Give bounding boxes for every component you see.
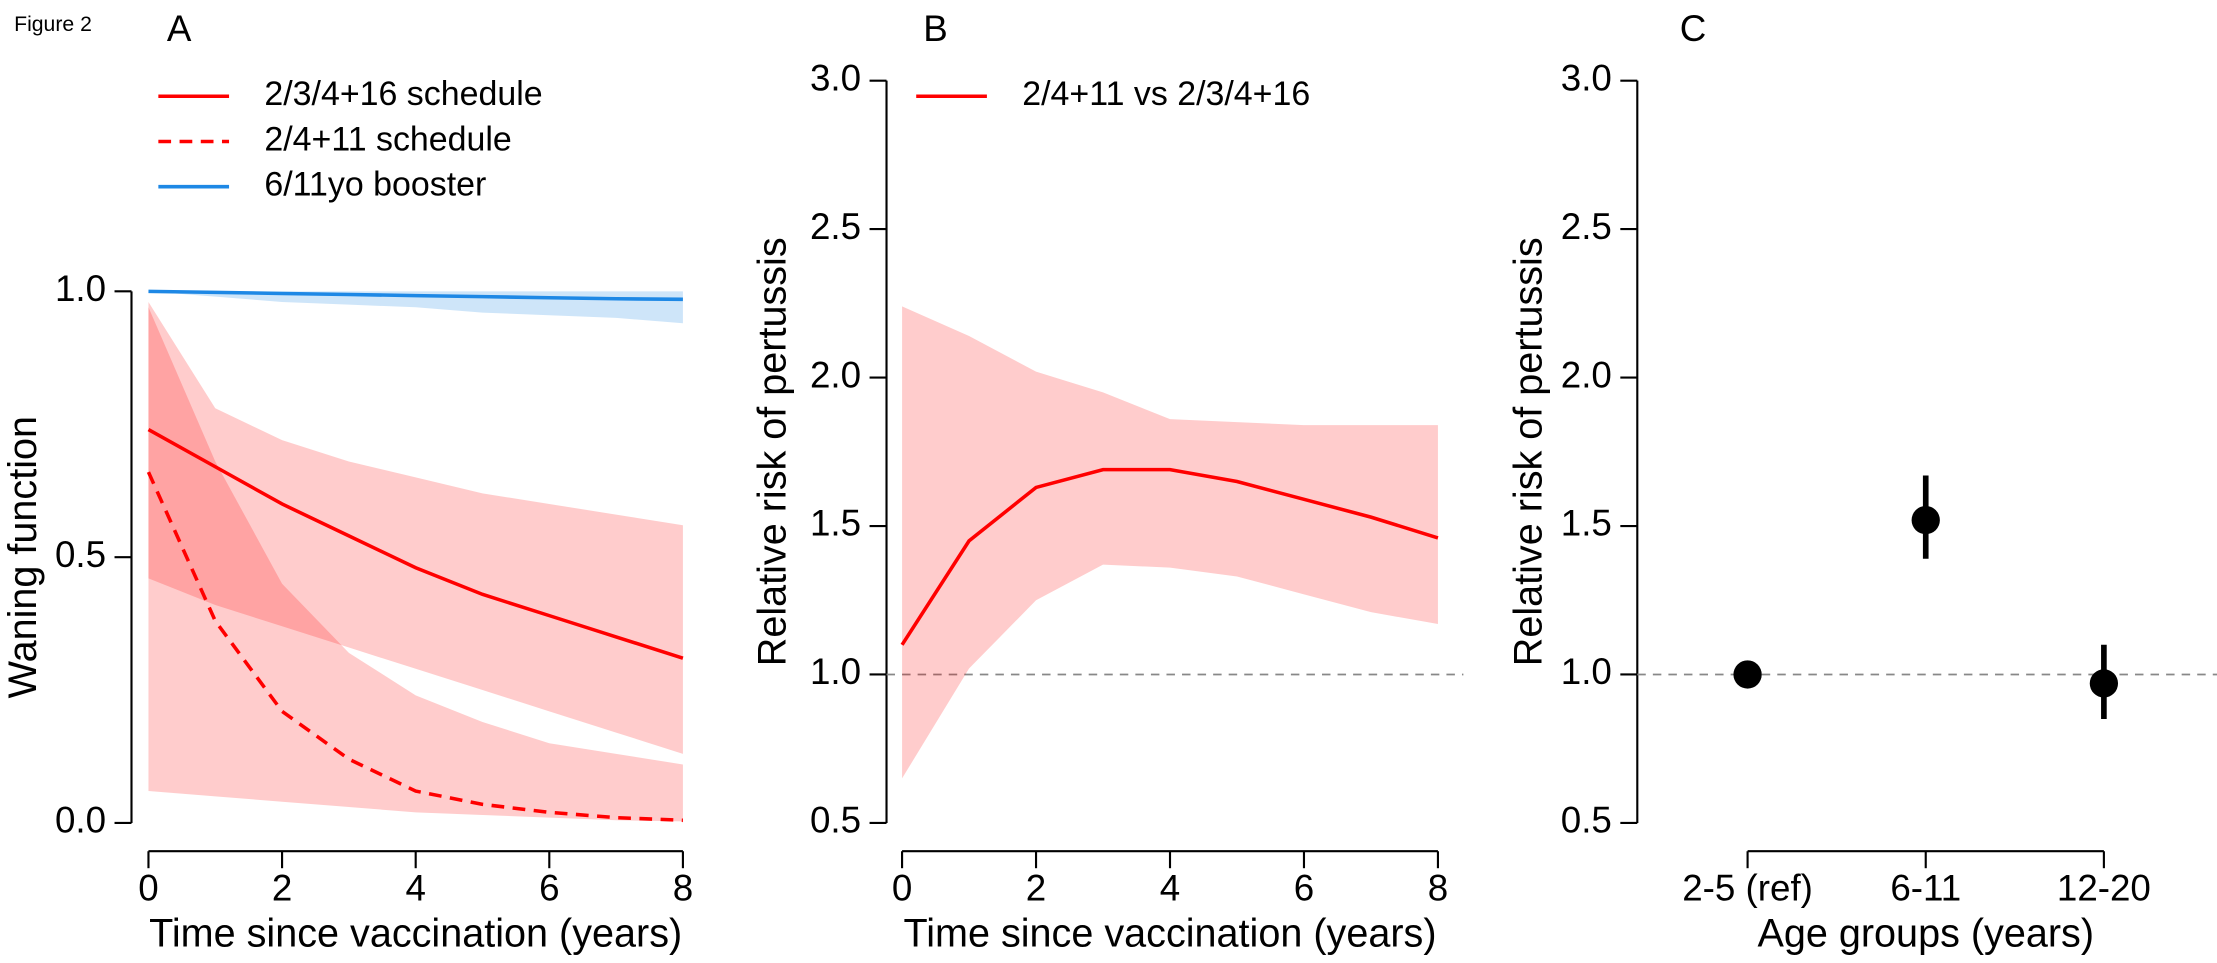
confidence-band	[148, 307, 683, 822]
x-tick-label: 8	[673, 868, 693, 909]
y-tick-label: 1.0	[810, 651, 861, 692]
x-tick-label: 0	[138, 868, 158, 909]
y-tick-label: 1.5	[810, 503, 861, 544]
x-tick-label: 12-20	[2057, 868, 2151, 909]
y-tick-label: 2.5	[810, 206, 861, 247]
y-axis-label: Relative risk of pertussis	[750, 237, 794, 666]
x-axis-label: Time since vaccination (years)	[903, 912, 1436, 956]
point	[1911, 505, 1940, 535]
y-tick-label: 0.5	[1561, 800, 1612, 841]
legend-label: 6/11yo booster	[264, 166, 486, 204]
y-tick-label: 3.0	[810, 57, 861, 98]
confidence-band	[902, 306, 1438, 779]
line	[148, 289, 683, 302]
y-tick-label: 3.0	[1561, 57, 1612, 98]
point	[1733, 660, 1762, 689]
x-tick-label: 2-5 (ref)	[1682, 868, 1813, 909]
y-axis-label: Waning function	[1, 416, 45, 698]
y-axis-label: Relative risk of pertussis	[1507, 237, 1551, 666]
y-tick-label: 1.0	[55, 268, 106, 309]
panel-letter: B	[923, 8, 948, 49]
y-tick-label: 2.0	[810, 354, 861, 395]
figure-label: Figure 2	[14, 13, 92, 36]
y-tick-label: 2.5	[1561, 206, 1612, 247]
x-tick-label: 4	[405, 868, 425, 909]
legend-label: 2/3/4+16 schedule	[264, 75, 542, 113]
legend-label: 2/4+11 schedule	[264, 120, 511, 158]
x-axis-label: Time since vaccination (years)	[149, 912, 682, 956]
x-tick-label: 4	[1160, 868, 1180, 909]
x-tick-label: 2	[1026, 868, 1046, 909]
panel-letter: A	[167, 8, 192, 49]
point	[2089, 669, 2119, 698]
x-tick-label: 6-11	[1890, 868, 1961, 909]
legend-label: 2/4+11 vs 2/3/4+16	[1022, 75, 1310, 113]
y-tick-label: 0.5	[810, 800, 861, 841]
confidence-band	[148, 301, 683, 754]
y-tick-label: 1.0	[1561, 651, 1612, 692]
line	[146, 471, 683, 823]
panel-letter: C	[1680, 8, 1707, 49]
x-tick-label: 8	[1428, 868, 1448, 909]
x-tick-label: 6	[539, 868, 559, 909]
x-axis-label: Age groups (years)	[1757, 912, 2094, 956]
line	[900, 467, 1439, 646]
x-tick-label: 6	[1294, 868, 1314, 909]
y-tick-label: 2.0	[1561, 354, 1612, 395]
line	[147, 428, 684, 660]
x-tick-label: 0	[892, 868, 912, 909]
y-tick-label: 0.0	[55, 800, 106, 841]
y-tick-label: 0.5	[55, 534, 106, 575]
y-tick-label: 1.5	[1561, 503, 1612, 544]
x-tick-label: 2	[272, 868, 292, 909]
